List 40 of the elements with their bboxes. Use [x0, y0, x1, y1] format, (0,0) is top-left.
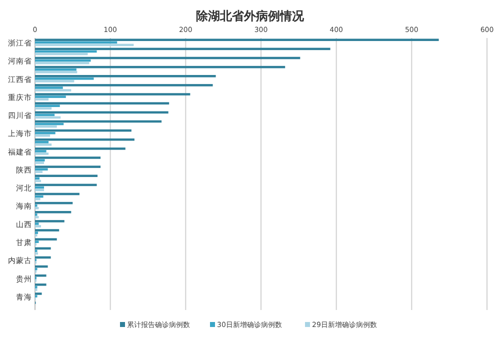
bar [35, 170, 43, 174]
bar [35, 148, 126, 150]
bar [35, 238, 57, 240]
bar [35, 38, 439, 42]
bar [35, 80, 74, 82]
bar [35, 232, 38, 234]
bar [35, 93, 190, 96]
chart-title: 除湖北省外病例情况 [196, 9, 305, 23]
bar [35, 74, 216, 78]
bar [35, 229, 60, 232]
bar [35, 84, 213, 86]
bar [35, 174, 98, 178]
bar [35, 71, 78, 74]
bar [35, 96, 66, 98]
bar [35, 78, 94, 80]
bar [35, 159, 45, 162]
bar [35, 220, 64, 222]
bar [35, 98, 49, 100]
bar [35, 284, 46, 286]
bar [35, 152, 49, 155]
bar [35, 198, 40, 200]
bar [35, 104, 60, 108]
bar [35, 89, 72, 92]
bar [35, 216, 39, 218]
bar [35, 86, 63, 89]
bar [35, 166, 101, 168]
bar [35, 225, 42, 228]
bar [35, 210, 72, 214]
bar [35, 150, 46, 152]
bar [35, 240, 39, 244]
bar [35, 222, 39, 225]
bar [35, 102, 170, 104]
bar [35, 292, 42, 295]
bar [35, 156, 101, 159]
bar [35, 168, 48, 170]
bar [35, 162, 44, 164]
bar [35, 207, 39, 210]
bar [35, 144, 52, 146]
bar [35, 134, 50, 137]
bar [35, 140, 49, 144]
